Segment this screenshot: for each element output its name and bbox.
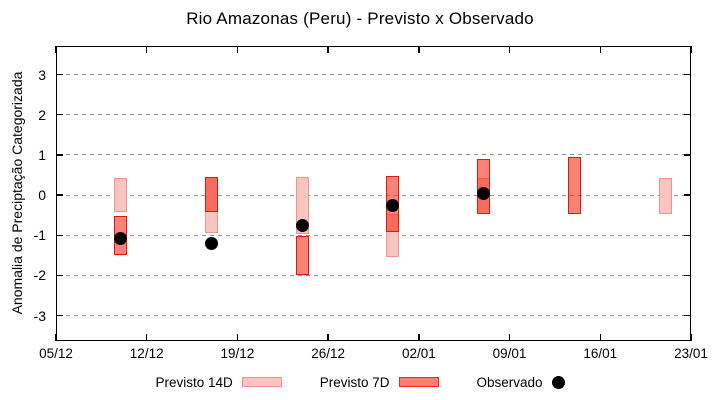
x-tick-mark — [690, 46, 692, 53]
observed-dot — [295, 219, 309, 233]
y-tick-mark — [56, 314, 63, 317]
x-tick-label: 23/01 — [674, 346, 708, 361]
h-gridline — [58, 315, 689, 317]
y-tick-label: 1 — [38, 146, 46, 163]
legend-item-previsto-7d: Previsto 7D — [320, 375, 439, 390]
observed-dot — [114, 232, 128, 245]
y-tick-mark — [56, 234, 63, 237]
y-tick-mark — [684, 314, 691, 317]
legend-label-previsto-7d: Previsto 7D — [319, 374, 390, 390]
y-tick-label: 0 — [38, 187, 46, 204]
x-tick-mark — [690, 334, 692, 341]
x-tick-label: 12/12 — [129, 346, 164, 361]
y-tick-mark — [684, 194, 691, 196]
x-tick-mark — [145, 46, 148, 53]
h-gridline — [58, 114, 689, 116]
h-gridline — [58, 74, 689, 76]
legend-item-previsto-14d: Previsto 14D — [155, 374, 282, 390]
y-tick-mark — [684, 113, 691, 116]
y-tick-mark — [56, 274, 63, 277]
legend: Previsto 14D Previsto 7D Observado — [0, 371, 720, 393]
h-gridline — [58, 194, 689, 196]
y-tick-label: 2 — [38, 106, 46, 123]
x-tick-mark — [145, 334, 148, 341]
x-tick-mark — [508, 46, 511, 53]
h-gridline — [58, 274, 689, 276]
observed-dot-icon — [551, 375, 565, 389]
observed-dot — [386, 198, 400, 212]
legend-item-observado: Observado — [477, 375, 565, 390]
x-tick-mark — [236, 46, 239, 53]
forecast-7d-bar — [205, 177, 218, 212]
y-tick-mark — [56, 154, 63, 156]
x-tick-mark — [599, 334, 602, 341]
y-tick-mark — [684, 274, 691, 277]
y-tick-label: -1 — [33, 227, 46, 244]
forecast-7d-bar — [477, 158, 491, 214]
y-tick-mark — [56, 73, 63, 76]
forecast-7d-bar — [567, 157, 581, 214]
y-tick-mark — [684, 73, 691, 76]
y-tick-label: 3 — [38, 66, 46, 83]
y-tick-label: -3 — [33, 307, 46, 324]
x-tick-mark — [418, 46, 420, 53]
x-tick-mark — [327, 334, 329, 341]
x-tick-label: 26/12 — [311, 346, 346, 361]
forecast-7d-bar — [295, 236, 309, 276]
y-tick-mark — [684, 234, 691, 237]
h-gridline — [58, 234, 689, 236]
y-tick-mark — [56, 194, 63, 196]
x-tick-mark — [55, 334, 57, 341]
x-tick-label: 09/01 — [492, 346, 527, 361]
range-bar-14d-icon — [241, 377, 282, 387]
y-tick-mark — [56, 113, 63, 116]
x-tick-mark — [418, 334, 420, 341]
x-tick-mark — [55, 46, 57, 53]
chart-title: Rio Amazonas (Peru) - Previsto x Observa… — [186, 9, 534, 28]
y-tick-mark — [684, 154, 691, 156]
observed-dot — [205, 237, 218, 251]
x-tick-label: 19/12 — [220, 346, 255, 361]
legend-label-previsto-14d: Previsto 14D — [155, 374, 233, 390]
y-tick-label: -2 — [33, 267, 46, 284]
x-tick-mark — [236, 334, 239, 341]
observed-dot — [477, 186, 491, 200]
x-tick-label: 16/01 — [583, 346, 618, 361]
x-tick-mark — [599, 46, 602, 53]
x-tick-label: 05/12 — [39, 346, 73, 361]
plot-area — [55, 46, 692, 341]
x-tick-mark — [508, 334, 511, 341]
h-gridline — [58, 154, 689, 156]
plot-border — [56, 46, 691, 341]
forecast-14d-bar — [114, 177, 128, 213]
forecast-14d-bar — [658, 177, 672, 214]
x-tick-mark — [327, 46, 329, 53]
legend-label-observado: Observado — [476, 374, 543, 390]
range-bar-7d-icon — [398, 377, 439, 387]
x-tick-label: 02/01 — [401, 346, 436, 361]
